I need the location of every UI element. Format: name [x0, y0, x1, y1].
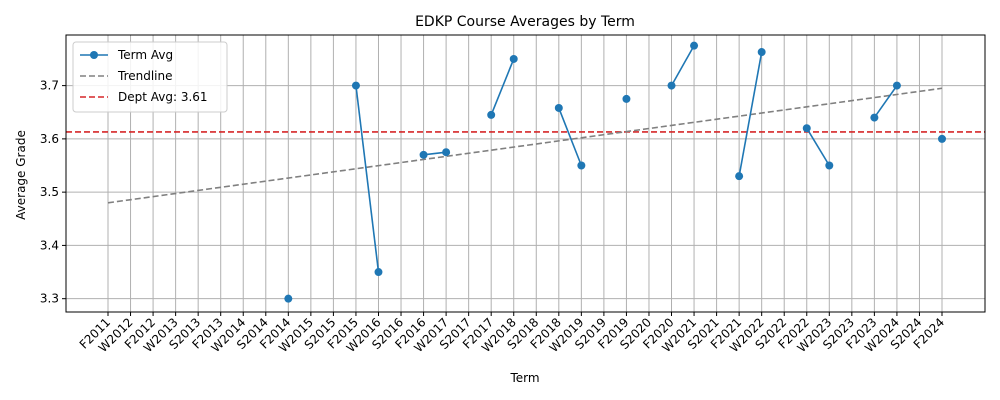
term-avg-point [419, 150, 428, 159]
legend-trendline-label: Trendline [117, 69, 173, 83]
y-axis-ticks: 3.3 3.4 3.5 3.6 3.7 [40, 79, 66, 306]
term-avg-segment [558, 107, 583, 166]
term-avg-point [757, 48, 766, 57]
term-avg-segment [806, 127, 830, 166]
term-avg-segment [355, 85, 380, 273]
term-avg-point [442, 148, 451, 157]
y-tick-label: 3.4 [40, 238, 59, 252]
series-group [284, 41, 946, 303]
term-avg-point [487, 110, 496, 119]
trendline-group [107, 87, 943, 204]
y-axis-label: Average Grade [14, 130, 28, 220]
term-avg-point [690, 41, 699, 50]
y-tick-label: 3.5 [40, 185, 59, 199]
term-avg-point [870, 113, 879, 122]
term-avg-point [351, 81, 360, 90]
term-avg-point [667, 81, 676, 90]
term-avg-point [892, 81, 901, 90]
term-avg-point [622, 94, 631, 103]
legend-box [72, 41, 228, 113]
term-avg-segment [490, 58, 515, 116]
term-avg-point [938, 134, 946, 143]
term-avg-point [735, 172, 744, 181]
term-avg-point [554, 103, 563, 112]
legend: Term Avg Trendline Dept Avg: 3.61 [72, 41, 228, 113]
y-tick-label: 3.3 [40, 292, 59, 306]
x-axis-label: Term [509, 371, 539, 385]
term-avg-point [509, 54, 518, 63]
legend-term-avg-marker [90, 51, 98, 59]
term-avg-segment [873, 85, 898, 119]
term-avg-point [284, 294, 293, 303]
plot-frame [65, 34, 986, 313]
legend-term-avg-label: Term Avg [117, 48, 173, 62]
term-avg-point [577, 161, 586, 170]
term-avg-segment [738, 51, 763, 177]
term-avg-point [374, 268, 383, 277]
term-avg-segment [670, 45, 695, 86]
y-tick-label: 3.7 [40, 79, 59, 93]
term-avg-point [802, 124, 811, 133]
chart-title: EDKP Course Averages by Term [415, 14, 635, 30]
term-avg-point [825, 161, 834, 170]
legend-dept-avg-label: Dept Avg: 3.61 [118, 90, 208, 104]
trendline [107, 87, 943, 204]
y-tick-label: 3.6 [40, 132, 59, 146]
x-axis-ticks: F2011W2012F2012W2013S2013F2013W2014S2014… [77, 312, 947, 355]
